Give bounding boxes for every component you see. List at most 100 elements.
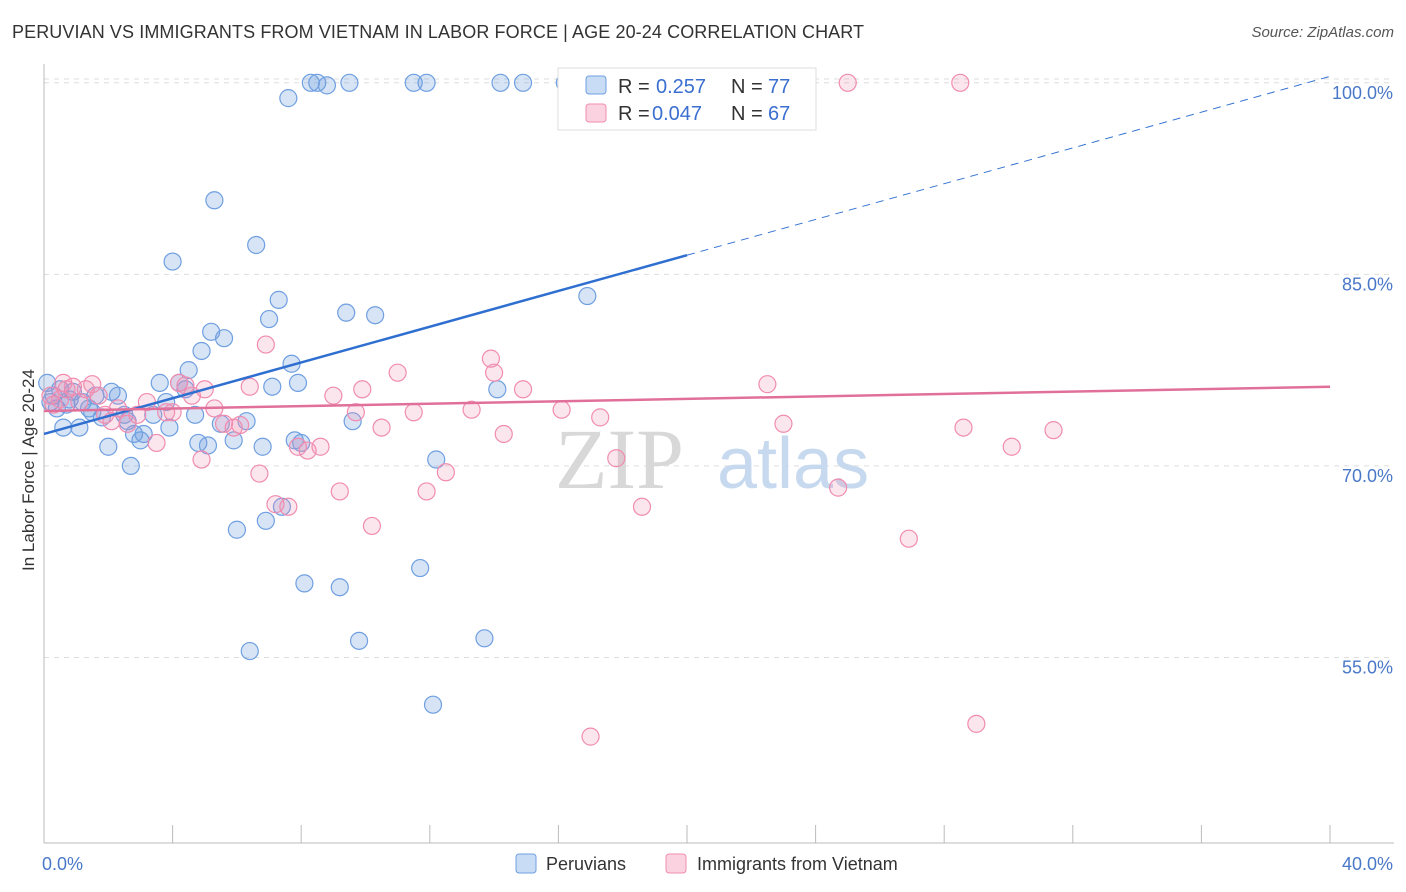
peruvians-point [247,235,266,255]
vietnam-point [346,403,365,422]
legend-r-label-1: R = [618,76,650,98]
peruvians-point [186,405,205,424]
vietnam-point [951,73,970,92]
vietnam-point [954,418,973,437]
series-legend-swatch-vietnam [665,853,687,874]
vietnam-point [591,408,610,427]
vietnam-point [240,377,259,396]
vietnam-point [1002,437,1021,456]
legend-r-label-2: R = [618,103,650,125]
legend-r-value-1: 0.257 [656,76,706,98]
series-legend-swatch-peruvians [515,853,537,874]
peruvians-point [279,89,298,108]
peruvians-point [99,437,118,456]
vietnam-point [838,73,857,92]
x-tick-label: 0.0% [42,854,83,874]
vietnam-point [89,386,108,405]
peruvians-point [205,191,224,210]
legend-swatch-vietnam [585,103,607,123]
vietnam-point [256,335,275,354]
series-legend-vietnam: Immigrants from Vietnam [697,854,898,874]
legend-swatch-peruvians [585,75,607,95]
vietnam-point [83,375,102,394]
legend-n-label-1: N = [731,76,763,98]
axes [43,64,1394,844]
vietnam-point [1044,421,1063,440]
peruvians-point [417,73,436,92]
vietnam-point [967,714,986,733]
vietnam-point [513,380,533,399]
vietnam-point [311,437,330,456]
vietnam-point [330,482,349,501]
peruvians-point [295,574,314,593]
vietnam-point [279,497,298,516]
peruvians-point [179,361,198,380]
vietnam-point [494,424,513,444]
peruvians-point [404,73,423,92]
peruvians-point [121,456,140,475]
watermark-zip: ZIP [555,411,684,507]
peruvians-trend-line [43,253,688,436]
peruvians-point [366,306,385,325]
legend-n-value-2: 67 [768,103,790,125]
trend-lines [43,75,1331,436]
peruvians-point [240,641,259,661]
y-tick-label: 85.0% [1342,274,1393,294]
peruvians-point [256,511,275,530]
vietnam-point [388,363,407,382]
peruvians-point [253,437,272,456]
chart-source: Source: ZipAtlas.com [1251,24,1394,41]
vietnam-point [758,375,777,394]
gridlines [44,78,1394,658]
peruvians-point [108,386,128,405]
vietnam-point [147,433,166,453]
peruvians-point [337,303,356,322]
y-tick-label: 100.0% [1332,83,1393,103]
vietnam-point [163,403,182,422]
peruvians-point [578,286,597,306]
vietnam-point [353,380,372,399]
x-tick-label: 40.0% [1342,854,1393,874]
data-points [38,73,1063,746]
y-axis-title: In Labor Force | Age 20-24 [19,369,38,571]
peruvians-point [192,341,211,361]
peruvians-point [288,373,308,392]
peruvians-point [150,373,169,392]
peruvians-point [259,309,279,329]
peruvians-point [317,76,337,95]
vietnam-point [372,418,391,437]
series-legend-peruvians: Peruvians [546,854,626,874]
watermark-atlas: atlas [717,424,869,504]
peruvians-point [349,631,369,650]
vietnam-point [324,386,343,405]
vietnam-point [462,400,481,419]
peruvians-point [134,424,153,444]
legend-r-value-2: 0.047 [652,103,702,125]
y-tick-label: 55.0% [1342,657,1393,677]
peruvians-point [475,629,494,648]
peruvians-point [263,377,282,396]
vietnam-trend-line [43,385,1331,413]
legend-n-label-2: N = [731,103,763,125]
peruvians-point [491,73,510,92]
peruvians-point [224,431,243,450]
vietnam-point [436,463,455,482]
vietnam-point [485,363,504,382]
chart-title: PERUVIAN VS IMMIGRANTS FROM VIETNAM IN L… [12,22,865,42]
legend-n-value-1: 77 [768,76,790,98]
peruvians-point [160,418,179,437]
peruvians-point [340,73,359,92]
vietnam-point [607,449,626,468]
y-tick-label: 70.0% [1342,466,1393,486]
vietnam-point [829,478,848,497]
vietnam-point [250,464,269,483]
peruvians-point [427,450,446,469]
peruvians-point [269,290,288,309]
vietnam-point [552,400,571,419]
vietnam-point [481,349,500,368]
vietnam-point [192,450,211,469]
peruvians-point [330,578,349,597]
vietnam-point [362,516,382,536]
peruvians-point [411,558,430,578]
